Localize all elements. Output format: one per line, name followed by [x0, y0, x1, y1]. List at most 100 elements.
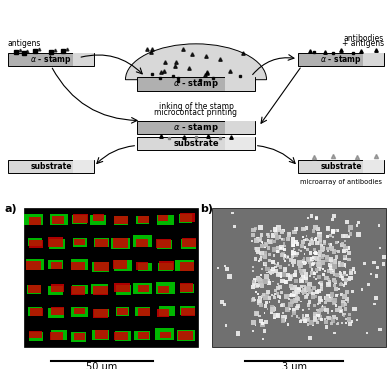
Bar	[329, 243, 332, 246]
FancyBboxPatch shape	[71, 307, 88, 317]
Bar	[347, 301, 349, 303]
Bar	[341, 234, 345, 238]
Bar	[292, 311, 296, 315]
Bar	[273, 315, 276, 318]
Bar	[305, 227, 308, 230]
Bar	[269, 239, 273, 244]
Bar	[312, 286, 316, 290]
Bar	[267, 282, 271, 285]
Bar	[276, 225, 281, 230]
Bar	[305, 280, 308, 283]
FancyBboxPatch shape	[48, 308, 64, 318]
Bar	[269, 301, 270, 303]
Bar	[279, 245, 284, 249]
Bar	[357, 221, 359, 224]
Bar	[284, 294, 289, 299]
Bar	[272, 246, 276, 252]
Bar	[260, 244, 264, 248]
Bar	[324, 318, 326, 320]
Bar	[270, 307, 275, 311]
Bar	[321, 261, 325, 265]
Bar	[340, 310, 342, 313]
Bar	[339, 276, 341, 278]
Bar	[266, 232, 269, 235]
FancyBboxPatch shape	[155, 328, 174, 340]
Text: microarray of antibodies: microarray of antibodies	[300, 179, 382, 185]
FancyBboxPatch shape	[47, 237, 63, 247]
FancyBboxPatch shape	[298, 53, 384, 66]
FancyBboxPatch shape	[74, 308, 85, 314]
Bar	[340, 282, 342, 284]
Bar	[276, 274, 279, 277]
Bar	[330, 269, 333, 272]
Bar	[274, 266, 277, 268]
Bar	[332, 298, 337, 303]
Bar	[311, 263, 314, 266]
Bar	[331, 229, 334, 233]
Bar	[342, 274, 344, 276]
Bar	[267, 235, 270, 238]
Bar	[266, 290, 270, 294]
Bar	[262, 338, 265, 341]
Bar	[280, 247, 282, 249]
Bar	[377, 224, 380, 227]
FancyBboxPatch shape	[116, 307, 129, 315]
Bar	[273, 313, 276, 317]
Bar	[331, 319, 335, 323]
FancyBboxPatch shape	[157, 309, 169, 317]
Bar	[336, 323, 338, 325]
FancyBboxPatch shape	[158, 215, 169, 221]
Bar	[275, 235, 279, 239]
FancyBboxPatch shape	[116, 285, 131, 294]
Bar	[341, 242, 344, 245]
Bar	[298, 317, 300, 319]
Text: substrate: substrate	[30, 162, 72, 171]
Bar	[309, 289, 312, 294]
Bar	[309, 265, 312, 268]
Bar	[271, 294, 273, 296]
Bar	[268, 253, 271, 256]
Bar	[318, 300, 321, 304]
Bar	[282, 272, 286, 276]
Bar	[327, 269, 331, 273]
FancyBboxPatch shape	[180, 284, 194, 293]
FancyBboxPatch shape	[225, 121, 255, 134]
Bar	[341, 300, 345, 303]
Bar	[302, 293, 304, 295]
Bar	[271, 307, 274, 311]
Bar	[289, 232, 291, 234]
Bar	[378, 328, 382, 331]
Bar	[339, 271, 341, 273]
Bar	[283, 315, 287, 319]
Bar	[258, 260, 260, 262]
FancyBboxPatch shape	[24, 214, 43, 225]
Bar	[274, 293, 276, 295]
Bar	[323, 241, 327, 245]
FancyBboxPatch shape	[134, 331, 150, 341]
Bar	[217, 267, 219, 269]
Bar	[290, 293, 295, 297]
Bar	[280, 253, 284, 257]
FancyBboxPatch shape	[114, 216, 127, 224]
Bar	[296, 252, 299, 255]
FancyBboxPatch shape	[49, 239, 65, 249]
Bar	[294, 227, 298, 231]
Bar	[356, 319, 358, 321]
Bar	[304, 319, 307, 323]
Bar	[270, 273, 272, 275]
Bar	[326, 235, 328, 238]
Bar	[254, 248, 256, 249]
Bar	[322, 249, 324, 252]
Bar	[309, 275, 310, 277]
Bar	[288, 232, 291, 235]
Bar	[298, 263, 303, 268]
Bar	[343, 271, 347, 275]
Bar	[324, 301, 327, 304]
Bar	[258, 237, 261, 241]
Bar	[302, 259, 305, 262]
Bar	[311, 292, 315, 296]
Bar	[341, 303, 345, 307]
FancyBboxPatch shape	[175, 260, 194, 271]
Bar	[276, 235, 281, 239]
Bar	[327, 251, 329, 252]
